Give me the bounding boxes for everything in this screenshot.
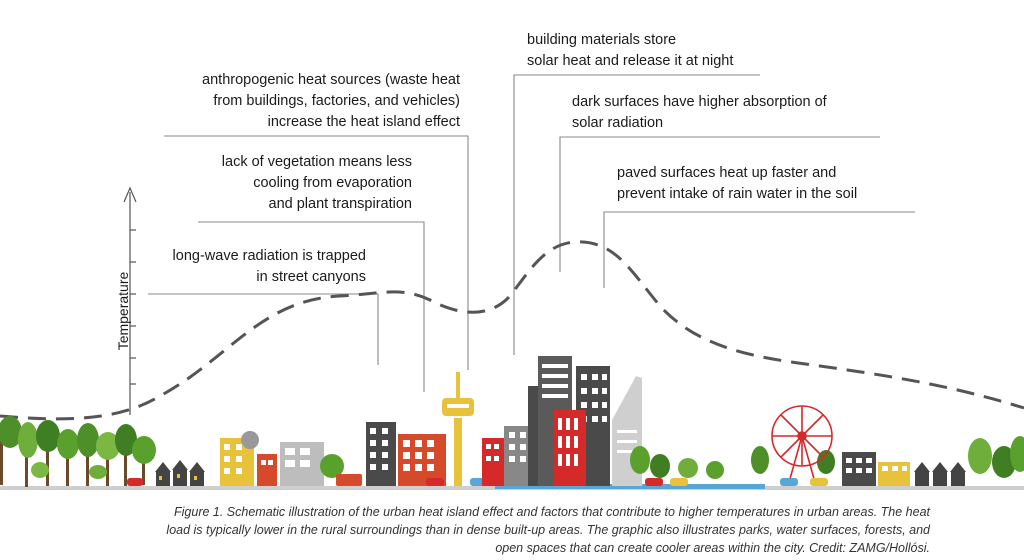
right-buildings — [842, 452, 966, 486]
annotation-paved-surfaces: paved surfaces heat up faster and preven… — [617, 165, 858, 202]
downtown-buildings — [482, 356, 642, 486]
leader-vegetation — [198, 221, 425, 392]
midleft-buildings — [220, 431, 362, 486]
annotation-building-materials: building materials store solar heat and … — [527, 32, 734, 69]
figure-caption: Figure 1. Schematic illustration of the … — [166, 505, 930, 555]
leader-paved — [603, 211, 915, 288]
y-axis-label: Temperature — [115, 271, 131, 351]
ferris-wheel — [771, 405, 833, 487]
water-surface — [495, 484, 765, 489]
temperature-axis — [123, 186, 137, 415]
annotation-dark-surfaces: dark surfaces have higher absorption of … — [572, 94, 827, 131]
car — [127, 478, 143, 486]
center-left-buildings — [366, 372, 488, 486]
leader-longwave — [148, 293, 379, 365]
left-houses — [155, 460, 205, 486]
leader-buildings — [513, 74, 760, 355]
heat-island-illustration — [0, 74, 1024, 490]
annotation-long-wave-radiation: long-wave radiation is trapped in street… — [172, 248, 366, 285]
leader-dark — [559, 136, 880, 272]
annotation-lack-of-vegetation: lack of vegetation means less cooling fr… — [221, 154, 412, 212]
left-forest — [0, 416, 156, 487]
temperature-curve — [0, 240, 1024, 421]
annotation-anthropogenic-heat: anthropogenic heat sources (waste heat f… — [202, 72, 460, 130]
leader-lines — [148, 74, 915, 392]
leader-anthropogenic — [164, 135, 469, 370]
cars-right — [645, 478, 828, 486]
